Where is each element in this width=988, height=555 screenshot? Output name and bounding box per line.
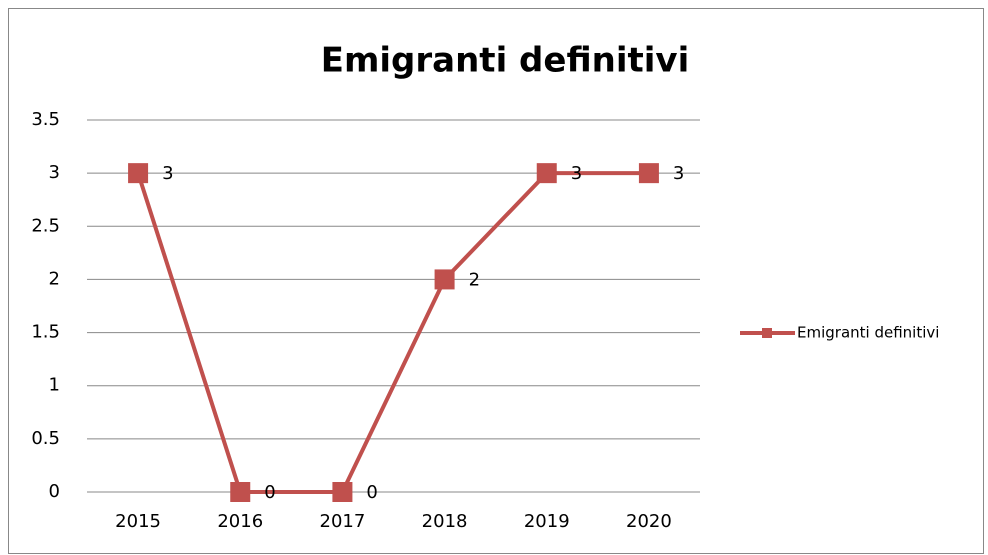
x-tick-label: 2015 — [115, 511, 161, 532]
y-tick-label: 0 — [49, 481, 60, 502]
marker — [332, 482, 353, 502]
marker — [434, 269, 455, 290]
marker — [536, 163, 557, 184]
marker — [638, 163, 659, 184]
y-tick-label: 3.5 — [31, 109, 60, 130]
y-tick-label: 1.5 — [31, 322, 60, 343]
data-label: 0 — [264, 482, 275, 503]
y-tick-label: 1 — [49, 375, 60, 396]
legend-label: Emigranti definitivi — [797, 324, 939, 342]
data-label: 3 — [571, 163, 582, 184]
legend-marker — [762, 328, 772, 338]
x-tick-label: 2016 — [217, 511, 263, 532]
y-tick-label: 0.5 — [31, 428, 60, 449]
marker — [128, 163, 149, 184]
chart-frame — [8, 8, 984, 554]
y-tick-label: 3 — [49, 162, 60, 183]
y-tick-label: 2 — [49, 268, 60, 289]
x-tick-label: 2017 — [320, 511, 366, 532]
data-label: 3 — [162, 163, 173, 184]
x-tick-label: 2019 — [524, 511, 570, 532]
marker — [230, 482, 251, 502]
y-tick-label: 2.5 — [31, 215, 60, 236]
x-tick-label: 2020 — [626, 511, 672, 532]
series-line — [136, 171, 649, 494]
data-label: 2 — [469, 269, 480, 290]
data-label: 3 — [673, 163, 684, 184]
chart-title: Emigranti definitivi — [321, 41, 690, 81]
x-tick-label: 2018 — [422, 511, 468, 532]
data-label: 0 — [366, 482, 377, 503]
